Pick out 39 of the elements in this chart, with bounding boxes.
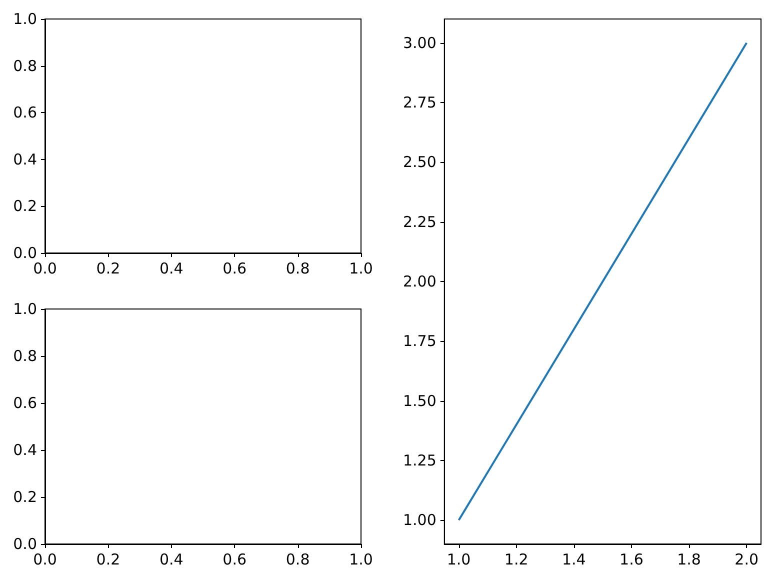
x-tick-label: 0.4 [159,260,184,278]
x-tick-label: 1.0 [446,550,471,568]
y-tick-label: 0.6 [13,394,37,412]
y-tick-label: 0.0 [13,244,37,262]
x-tick-label: 1.6 [620,550,644,568]
y-tick-label: 2.75 [402,94,436,112]
x-tick-label: 1.0 [349,260,373,278]
y-tick-label: 1.0 [13,300,37,318]
x-tick-label: 0.2 [96,260,120,278]
y-tick-label: 1.00 [402,511,436,530]
y-tick-label: 0.6 [13,104,37,122]
x-tick-label: 0.8 [286,550,310,568]
y-tick-label: 3.00 [402,34,436,52]
x-tick-label: 0.2 [96,550,120,568]
y-tick-label: 2.00 [402,272,436,290]
x-tick-label: 0.0 [33,260,57,278]
y-tick-label: 1.50 [402,392,436,410]
x-tick-label: 0.4 [159,550,184,568]
y-tick-label: 0.2 [13,488,37,506]
y-tick-label: 0.2 [13,197,37,216]
y-tick-label: 1.0 [13,10,37,28]
y-tick-label: 0.8 [13,56,37,75]
x-tick-label: 0.8 [286,260,310,278]
y-tick-label: 2.50 [402,153,436,172]
x-tick-label: 1.0 [349,550,373,568]
x-tick-label: 1.2 [504,550,528,568]
y-tick-label: 0.0 [13,535,37,553]
y-tick-label: 0.8 [13,347,37,365]
y-tick-label: 2.25 [402,212,436,231]
y-tick-label: 1.25 [402,451,436,470]
x-tick-label: 1.4 [562,550,586,568]
y-tick-label: 0.4 [13,150,37,168]
x-tick-label: 0.6 [222,260,247,278]
y-tick-label: 1.75 [402,332,436,350]
x-tick-label: 0.6 [222,550,247,568]
x-tick-label: 2.0 [734,550,759,568]
x-tick-label: 0.0 [33,550,57,568]
y-tick-label: 0.4 [13,441,37,459]
x-tick-label: 1.8 [677,550,701,568]
